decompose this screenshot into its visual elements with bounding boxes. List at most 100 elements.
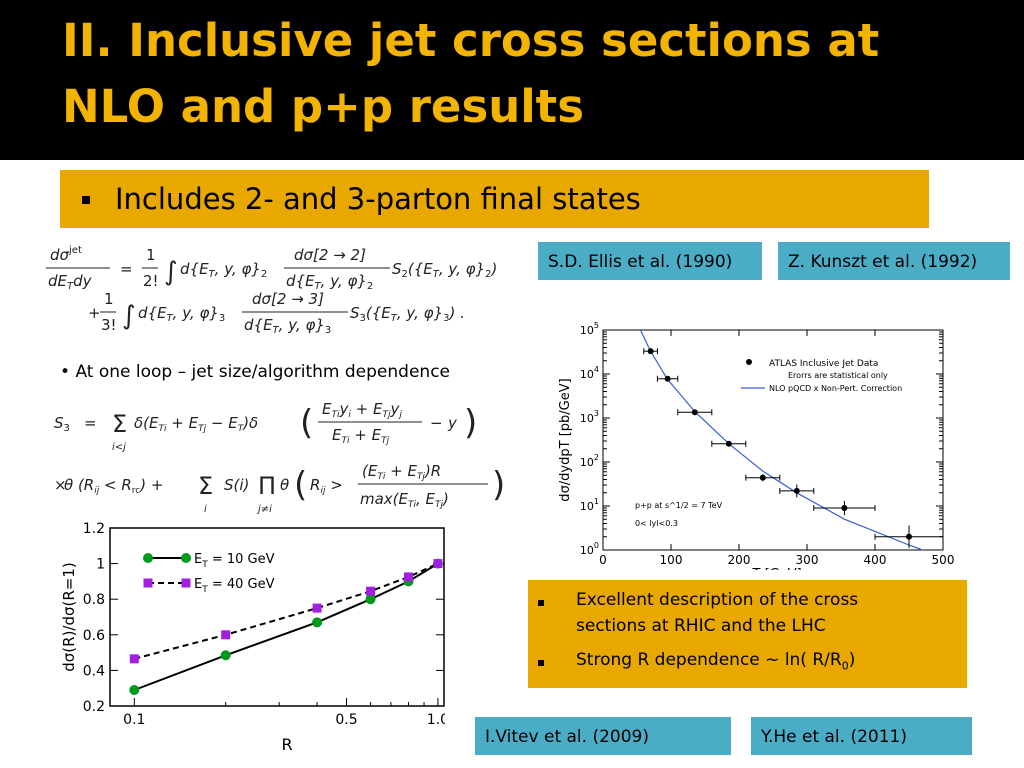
r-series-1-marker [129, 684, 140, 695]
main-bullet-text: Includes 2- and 3-parton final states [115, 182, 641, 216]
results-item-2-text: Strong R dependence ~ ln( R/R [576, 650, 842, 670]
slide-content: Includes 2- and 3-parton final states dσ… [0, 160, 1024, 768]
svg-text:j≠i: j≠i [256, 504, 272, 515]
atlas-y-tick-label: 101 [580, 497, 599, 513]
svg-text:S2({ET, y, φ}2): S2({ET, y, φ}2) [392, 260, 497, 280]
svg-text:Σ: Σ [112, 410, 127, 438]
ref-he-2011: Y.He et al. (2011) [751, 717, 972, 755]
atlas-data-point [643, 348, 658, 355]
title-line-2: NLO and p+p results [62, 80, 584, 133]
r-x-tick-label: 1.0 [427, 712, 445, 728]
svg-text:i<j: i<j [112, 442, 126, 453]
r-series-2-marker [433, 559, 443, 569]
atlas-data-marker [647, 348, 654, 355]
svg-text:∫: ∫ [122, 301, 136, 331]
atlas-data-marker [725, 440, 732, 447]
svg-text:max(ETi, ETj): max(ETi, ETj) [360, 490, 449, 510]
r-y-axis-label: dσ(R)/dσ(R=1) [60, 562, 78, 671]
atlas-nlo-curve [639, 329, 923, 551]
atlas-legend-label-1: ATLAS Inclusive Jet Data [769, 359, 878, 369]
atlas-data-marker [793, 487, 800, 494]
svg-text:d{ET, y, φ}2: d{ET, y, φ}2 [286, 272, 373, 292]
atlas-data-marker [906, 533, 912, 540]
atlas-x-axis-label: pT [GeV] [744, 567, 801, 570]
r-plot-frame [109, 527, 445, 707]
svg-text:ETi + ETj: ETi + ETj [332, 426, 390, 446]
r-y-tick-label: 1 [96, 557, 105, 573]
svg-text:S3({ET, y, φ}3) .: S3({ET, y, φ}3) . [350, 304, 465, 324]
bullet-square-icon [82, 196, 90, 204]
r-y-tick-label: 0.2 [83, 699, 105, 715]
atlas-data-marker [664, 375, 671, 382]
svg-text:3!: 3! [101, 316, 117, 334]
svg-text:(ETi + ETj)R: (ETi + ETj)R [362, 462, 441, 482]
svg-text:dσjet: dσjet [50, 245, 82, 264]
atlas-data-marker [691, 409, 698, 416]
results-item-2-close: ) [848, 650, 856, 670]
r-x-tick-label: 0.5 [335, 712, 357, 728]
svg-text:S3: S3 [54, 414, 70, 434]
atlas-x-tick-label: 0 [599, 553, 607, 567]
r-x-axis-label: R [281, 735, 292, 754]
atlas-y-axis-label: dσ/dydpT [pb/GeV] [558, 378, 573, 501]
r-y-tick-label: 0.6 [83, 628, 105, 644]
main-bullet-bar: Includes 2- and 3-parton final states [60, 170, 929, 228]
ref-kunszt-1992: Z. Kunszt et al. (1992) [778, 242, 1010, 280]
results-item-2-sub: 0 [841, 659, 849, 673]
svg-text:(: ( [300, 403, 313, 443]
atlas-y-tick-label: 100 [580, 541, 599, 557]
atlas-y-tick-label: 102 [580, 453, 599, 469]
atlas-y-tick-label: 105 [580, 321, 599, 337]
r-x-tick-label: 0.1 [123, 712, 145, 728]
svg-text:dETdy: dETdy [48, 272, 93, 292]
svg-text:=: = [120, 260, 133, 278]
r-series-2-marker [404, 572, 414, 582]
atlas-annotation-rapidity: 0< lyl<0.3 [635, 519, 678, 528]
slide-title: II. Inclusive jet cross sections at NLO … [62, 8, 1012, 140]
atlas-x-tick-label: 300 [796, 553, 819, 567]
svg-text:): ) [492, 465, 505, 505]
svg-text:ETiyi + ETjyj: ETiyi + ETjyj [322, 400, 402, 420]
atlas-data-point [874, 525, 944, 548]
atlas-legend-dot [746, 359, 752, 365]
atlas-x-tick-label: 400 [864, 553, 887, 567]
r-y-tick-label: 0.8 [83, 592, 105, 608]
r-series-2-marker [312, 603, 322, 613]
loop-note-text: At one loop – jet size/algorithm depende… [75, 362, 450, 382]
ref-vitev-2009: I.Vitev et al. (2009) [475, 717, 731, 755]
svg-text:Rij >: Rij > [310, 476, 343, 496]
atlas-x-tick-label: 100 [660, 553, 683, 567]
r-series-2-marker [221, 630, 231, 640]
atlas-y-tick-label: 104 [580, 365, 599, 381]
atlas-plot-frame [602, 329, 944, 551]
svg-text:d{ET, y, φ}3: d{ET, y, φ}3 [244, 316, 331, 336]
r-y-tick-label: 0.4 [83, 663, 105, 679]
svg-text:d{ET, y, φ}2: d{ET, y, φ}2 [180, 260, 267, 280]
atlas-jet-cross-section-chart: 0100200300400500100101102103104105pT [Ge… [558, 321, 954, 570]
equation-s3-definition: S3 = Σ i<j δ(ETi + ETj − ET)δ ( ETiyi + … [54, 400, 505, 515]
svg-text:θ (Rij < Rrc) +: θ (Rij < Rrc) + [64, 476, 163, 496]
results-bullet-2-icon [538, 660, 544, 666]
svg-text:i: i [204, 504, 207, 515]
svg-text:1: 1 [146, 246, 156, 264]
atlas-x-tick-label: 200 [728, 553, 751, 567]
svg-text:+: + [88, 304, 101, 322]
r-y-tick-label: 1.2 [83, 522, 105, 537]
svg-text:−: − [430, 414, 443, 432]
r-legend-marker-1 [181, 553, 191, 563]
svg-text:θ: θ [280, 476, 289, 494]
atlas-legend-label-2: Erorrs are statistical only [788, 371, 888, 380]
atlas-data-point [745, 474, 781, 482]
svg-text:(: ( [294, 465, 307, 505]
svg-text:×: × [54, 476, 67, 494]
equation-jet-cross-section: dσjet dETdy = 1 2! ∫ d{ET, y, φ}2 dσ[2 →… [46, 245, 497, 336]
svg-text:=: = [84, 414, 97, 432]
atlas-data-point [711, 440, 747, 447]
r-series-2-marker [366, 586, 376, 596]
results-item-2: Strong R dependence ~ ln( R/R0) [576, 647, 855, 679]
r-legend-marker-2 [181, 578, 191, 588]
atlas-data-point [677, 409, 713, 416]
results-bullet-1-icon [538, 600, 544, 606]
svg-text:δ(ETi + ETj − ET)δ: δ(ETi + ETj − ET)δ [134, 414, 258, 434]
results-box: Excellent description of the cross secti… [528, 580, 967, 688]
